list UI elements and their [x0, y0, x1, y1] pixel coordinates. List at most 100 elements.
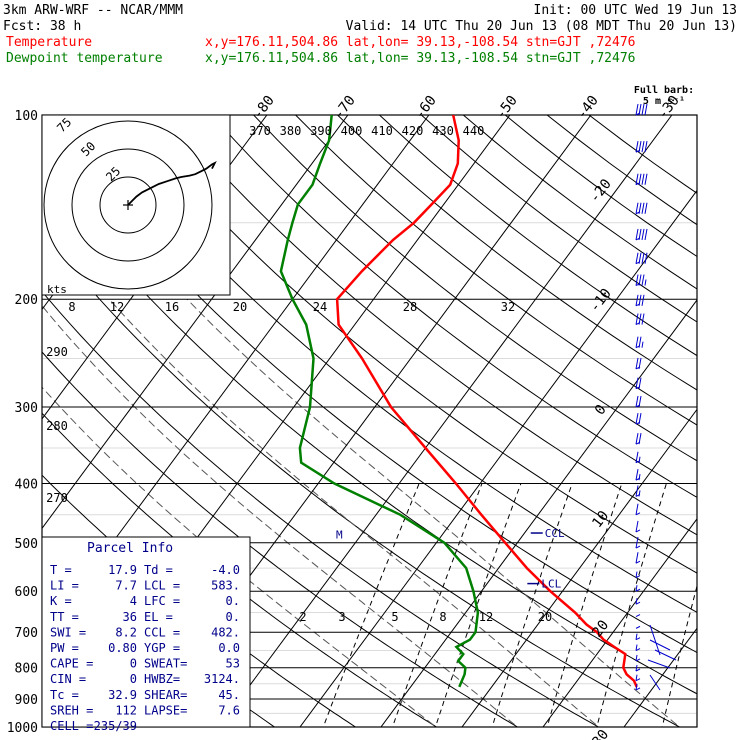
dry-adiabat [42, 230, 681, 727]
hodograph-trace [127, 160, 217, 206]
wind-speed-tick-label: 28 [403, 300, 417, 314]
mixing-ratio-label: 3 [338, 610, 345, 624]
wind-barb [635, 571, 641, 579]
barb-flag [635, 313, 639, 325]
theta-label: 400 [341, 124, 363, 138]
barb-flag [644, 103, 648, 116]
isotherm [299, 189, 697, 727]
mixing-ratio-label: 5 [391, 610, 398, 624]
temperature-legend: Temperature [6, 35, 92, 50]
mixing-ratio-line [596, 483, 667, 727]
isotherm [0, 115, 24, 740]
parcel-param-name: CAPE = [50, 657, 93, 671]
barb-flag [641, 313, 645, 325]
theta-label: 270 [46, 491, 68, 505]
wind-barb [635, 485, 641, 497]
barb-staff [635, 637, 641, 641]
parcel-param-name: K = [50, 594, 72, 608]
barb-staff [635, 545, 641, 549]
parcel-param-name: LAPSE= [144, 703, 187, 717]
mixing-ratio-line [322, 483, 420, 727]
pressure-tick-label: 400 [15, 477, 38, 492]
mixing-ratio-label: 20 [538, 610, 552, 624]
barb-flag [635, 485, 639, 497]
dry-adiabat [42, 290, 600, 727]
parcel-param-value: 4 [130, 594, 137, 608]
barb-flag [638, 274, 642, 286]
barb-half [635, 654, 638, 662]
header: 3km ARW-WRF -- NCAR/MMM Init: 00 UTC Wed… [3, 3, 737, 66]
barb-half [638, 456, 641, 463]
dry-adiabat [295, 115, 697, 426]
mixing-ratio-label: 2 [299, 610, 306, 624]
barb-staff [635, 678, 641, 682]
wind-speed-tick-label: 32 [501, 300, 515, 314]
barb-flag [644, 141, 648, 153]
wind-speed-tick-label: 24 [313, 300, 327, 314]
theta-label: 420 [402, 124, 424, 138]
parcel-param-name: Tc = [50, 688, 79, 702]
pressure-tick-label: 100 [15, 109, 38, 124]
barb-legend-units: 5 m s⁻¹ [643, 96, 685, 107]
wind-barb [635, 103, 648, 116]
barb-flag [635, 202, 639, 214]
theta-label: 280 [46, 419, 68, 433]
theta-label: 430 [432, 124, 454, 138]
barb-staff [635, 529, 641, 533]
parcel-param-value: 0 [130, 657, 137, 671]
barb-flag [635, 536, 639, 549]
barb-flag [638, 313, 642, 325]
barb-half [635, 571, 638, 578]
moist-adiabat [108, 298, 600, 727]
model-title: 3km ARW-WRF -- NCAR/MMM [3, 3, 183, 18]
barb-flag [638, 141, 642, 153]
forecast-hour: Fcst: 38 h [3, 19, 81, 34]
parcel-param-value: 235/39 [94, 719, 137, 733]
wind-barb [635, 614, 641, 618]
parcel-param-value: 45. [218, 688, 240, 702]
plot-frame [41, 114, 698, 728]
pressure-tick-label: 300 [15, 401, 38, 416]
parcel-param-value: 0.80 [108, 641, 137, 655]
parcel-param-name: EL = [144, 610, 173, 624]
moist-adiabat [42, 304, 519, 727]
barb-flag [635, 252, 639, 264]
barb-flag [638, 413, 642, 425]
barb-staff [635, 575, 641, 579]
wind-barb [635, 552, 641, 564]
barb-flag [635, 274, 639, 286]
wind-speed-tick-label: 12 [110, 300, 124, 314]
wind-barb [635, 413, 642, 425]
barb-flag [641, 141, 645, 153]
wind-barb [635, 336, 644, 349]
dry-adiabat [42, 351, 519, 727]
wind-barb [635, 173, 648, 186]
barb-staff [635, 648, 641, 651]
wind-barb [635, 536, 641, 549]
parcel-param-name: CELL = [50, 719, 93, 733]
wind-barb [635, 313, 645, 326]
barb-flag [638, 173, 642, 185]
wind-barb [635, 674, 641, 682]
parcel-param-value: 482. [211, 625, 240, 639]
parcel-param-name: Td = [144, 563, 173, 577]
barb-flag [635, 357, 639, 370]
dry-adiabat [169, 115, 697, 536]
wind-barb [635, 683, 641, 691]
mixing-ratio-line [661, 584, 697, 727]
barb-line [649, 639, 671, 651]
dewpoint-legend: Dewpoint temperature [6, 51, 163, 66]
barb-half [638, 490, 641, 497]
parcel-param-name: SREH = [50, 703, 93, 717]
barb-staff [635, 614, 641, 618]
barb-flag [638, 357, 642, 370]
dewpoint-profile [279, 115, 480, 688]
barb-half [641, 341, 644, 348]
isotherm [42, 115, 430, 639]
barb-flag [635, 336, 639, 348]
barb-flag [641, 173, 645, 185]
hodograph-ring [43, 120, 213, 290]
valid-time: Valid: 14 UTC Thu 20 Jun 13 (08 MDT Thu … [346, 19, 737, 34]
hodograph-ring [71, 148, 185, 262]
barb-staff [635, 687, 641, 691]
